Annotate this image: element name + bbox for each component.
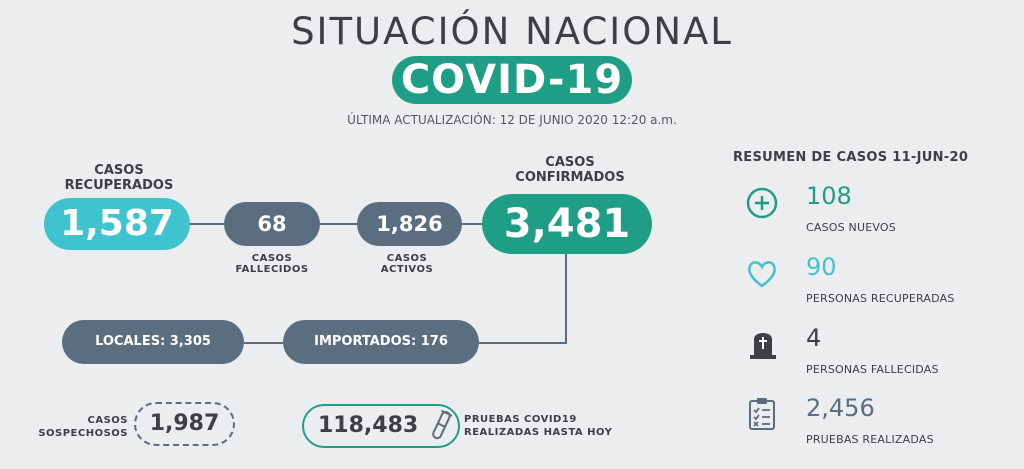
connector-line [185,223,485,225]
summary-fallecidas-value: 4 [806,324,822,352]
summary-recuperadas-label: PERSONAS RECUPERADAS [806,292,955,305]
sospechosos-label: CASOS SOSPECHOSOS [38,415,128,439]
heart-icon [748,261,776,288]
activos-value: 1,826 [357,202,462,246]
last-updated: ÚLTIMA ACTUALIZACIÓN: 12 DE JUNIO 2020 1… [347,113,677,127]
test-tube-icon [432,409,452,440]
recuperados-label: CASOS RECUPERADOS [64,163,174,193]
pruebas-value: 118,483 [318,413,419,438]
connector-line [565,250,567,343]
sospechosos-value: 1,987 [134,402,235,446]
summary-fallecidas-label: PERSONAS FALLECIDAS [806,363,939,376]
importados-pill: IMPORTADOS: 176 [283,320,479,364]
summary-pruebas-value: 2,456 [806,394,875,422]
activos-label: CASOS ACTIVOS [380,253,434,275]
clipboard-icon [749,398,775,430]
summary-recuperadas-value: 90 [806,253,837,281]
confirmados-label: CASOS CONFIRMADOS [515,155,625,185]
plus-circle-icon [746,187,778,219]
summary-casos-nuevos-label: CASOS NUEVOS [806,221,896,234]
locales-pill: LOCALES: 3,305 [62,320,244,364]
recuperados-value: 1,587 [44,198,190,250]
covid-badge: COVID-19 [392,56,632,104]
tombstone-icon [750,333,776,359]
summary-casos-nuevos-value: 108 [806,182,852,210]
fallecidos-label: CASOS FALLECIDOS [235,253,309,275]
summary-title: RESUMEN DE CASOS 11-JUN-20 [733,150,969,165]
fallecidos-value: 68 [224,202,320,246]
summary-pruebas-label: PRUEBAS REALIZADAS [806,433,934,446]
pruebas-label: PRUEBAS COVID19 REALIZADAS HASTA HOY [464,414,613,438]
page-title: SITUACIÓN NACIONAL [291,10,733,53]
confirmados-value: 3,481 [482,194,652,254]
pruebas-pill: 118,483 [302,404,460,448]
